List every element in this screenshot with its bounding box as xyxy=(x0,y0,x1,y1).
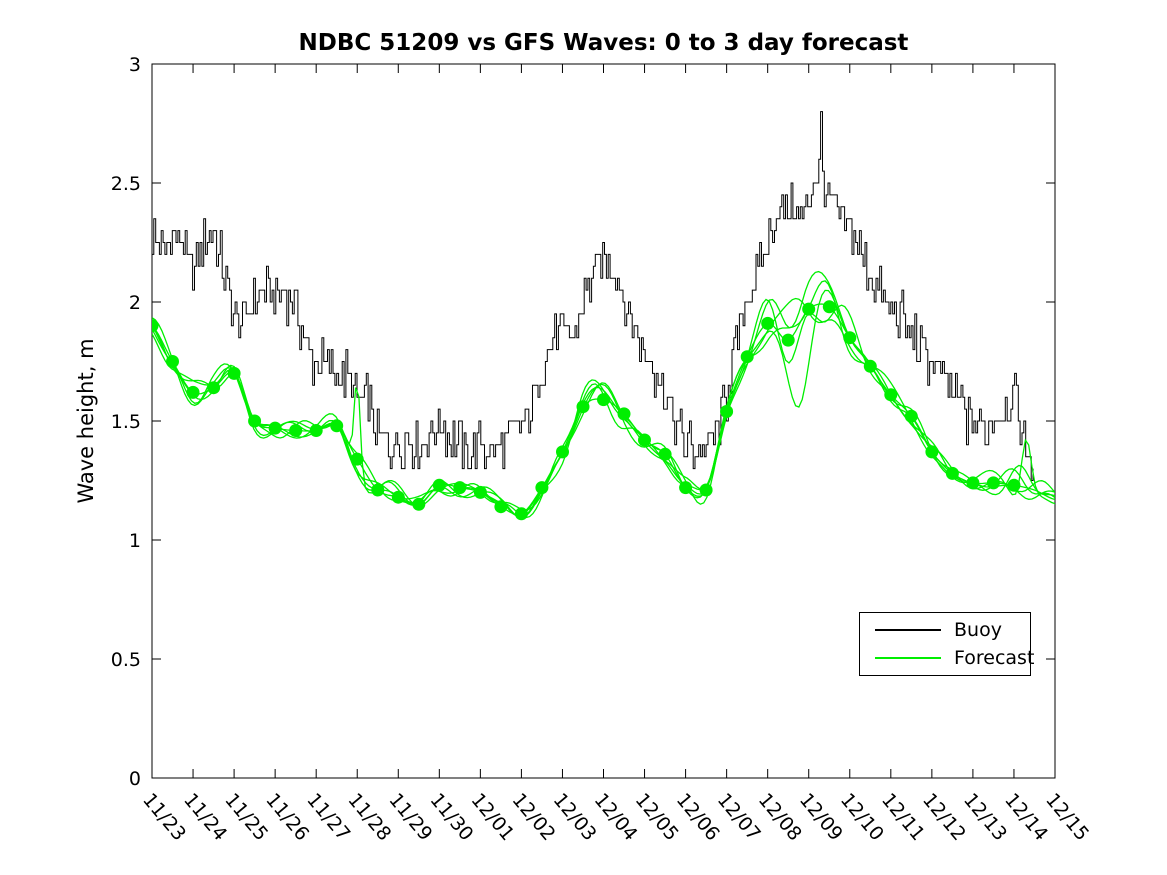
forecast-marker-dot xyxy=(843,331,857,345)
forecast-marker-dot xyxy=(904,409,918,423)
forecast-marker-dot xyxy=(966,476,980,490)
forecast-marker-dot xyxy=(289,424,303,437)
forecast-markers xyxy=(152,300,1021,521)
x-tick-label: 12/05 xyxy=(631,789,683,845)
forecast-member-line xyxy=(152,289,1055,519)
x-tick-label: 11/26 xyxy=(261,789,313,845)
x-tick-label: 12/09 xyxy=(795,789,847,845)
forecast-marker-dot xyxy=(514,507,528,521)
x-tick-label: 12/08 xyxy=(754,789,806,845)
forecast-marker-dot xyxy=(227,366,241,380)
forecast-marker-dot xyxy=(761,316,775,330)
legend-label-buoy: Buoy xyxy=(954,618,1002,641)
y-tick-label: 2 xyxy=(129,292,141,314)
x-tick-label: 12/01 xyxy=(467,789,519,845)
x-tick-label: 12/06 xyxy=(672,789,724,845)
y-axis-label: Wave height, m xyxy=(74,338,98,504)
forecast-marker-dot xyxy=(884,388,898,402)
forecast-marker-dot xyxy=(945,466,959,480)
x-axis-tick-labels: 11/2311/2411/2511/2611/2711/2811/2911/30… xyxy=(138,789,1093,845)
forecast-marker-dot xyxy=(207,381,221,395)
forecast-marker-dot xyxy=(432,478,446,492)
forecast-member-line xyxy=(152,280,1055,511)
forecast-marker-dot xyxy=(617,407,631,421)
forecast-marker-dot xyxy=(802,302,816,316)
x-tick-label: 11/24 xyxy=(179,789,231,845)
forecast-marker-dot xyxy=(391,490,405,504)
x-tick-label: 12/03 xyxy=(549,789,601,845)
forecast-marker-dot xyxy=(350,452,364,466)
forecast-marker-dot xyxy=(925,445,939,459)
buoy-line-sample xyxy=(875,629,941,631)
buoy-series-line xyxy=(152,111,1034,481)
forecast-line-sample xyxy=(875,657,941,659)
forecast-member-line xyxy=(152,298,1055,519)
forecast-marker-dot xyxy=(152,319,159,333)
forecast-marker-dot xyxy=(248,414,262,428)
x-tick-label: 11/30 xyxy=(425,789,477,845)
x-tick-label: 12/04 xyxy=(590,789,642,845)
forecast-marker-dot xyxy=(268,421,282,435)
x-tick-label: 11/29 xyxy=(384,789,436,845)
forecast-marker-dot xyxy=(863,359,877,373)
forecast-member-line xyxy=(152,297,1055,517)
x-tick-label: 12/13 xyxy=(959,789,1011,845)
forecast-marker-dot xyxy=(330,419,344,433)
x-tick-label: 12/14 xyxy=(1000,789,1052,845)
x-tick-label: 12/15 xyxy=(1041,789,1093,845)
forecast-marker-dot xyxy=(1007,478,1021,492)
y-tick-label: 1.5 xyxy=(111,411,141,433)
forecast-marker-dot xyxy=(699,483,713,497)
x-tick-label: 12/02 xyxy=(508,789,560,845)
x-tick-label: 12/07 xyxy=(713,789,765,845)
y-tick-label: 1 xyxy=(129,530,141,552)
forecast-marker-dot xyxy=(494,500,508,514)
x-tick-label: 11/25 xyxy=(220,789,272,845)
legend-entry-buoy: Buoy xyxy=(875,618,1030,641)
forecast-marker-dot xyxy=(679,481,693,495)
y-tick-label: 2.5 xyxy=(111,173,141,195)
x-tick-label: 12/10 xyxy=(836,789,888,845)
y-tick-label: 0 xyxy=(129,768,141,790)
forecast-marker-dot xyxy=(638,433,651,447)
forecast-marker-dot xyxy=(309,424,323,437)
x-tick-label: 11/28 xyxy=(343,789,395,845)
forecast-marker-dot xyxy=(740,350,754,364)
forecast-ensemble-lines xyxy=(152,270,1055,519)
forecast-marker-dot xyxy=(658,447,672,461)
forecast-marker-dot xyxy=(556,445,569,459)
forecast-marker-dot xyxy=(535,481,549,495)
x-tick-label: 12/12 xyxy=(918,789,970,845)
legend-box: Buoy Forecast xyxy=(859,612,1034,676)
forecast-marker-dot xyxy=(166,355,179,368)
legend-entry-forecast: Forecast xyxy=(875,648,1034,668)
y-axis-tick-labels: 0 0.5 1 1.5 2 2.5 3 xyxy=(111,54,141,790)
legend-label-forecast: Forecast xyxy=(954,646,1035,669)
y-tick-label: 0.5 xyxy=(111,649,141,671)
forecast-marker-dot xyxy=(576,400,590,414)
forecast-marker-dot xyxy=(371,483,385,497)
forecast-marker-dot xyxy=(986,476,1000,490)
forecast-marker-dot xyxy=(473,485,487,499)
forecast-marker-dot xyxy=(822,300,836,314)
forecast-marker-dot xyxy=(720,405,734,418)
x-tick-label: 11/27 xyxy=(302,789,354,845)
axes xyxy=(151,63,1056,779)
forecast-marker-dot xyxy=(453,481,467,495)
forecast-marker-dot xyxy=(412,497,426,511)
x-tick-label: 11/23 xyxy=(138,789,190,845)
forecast-marker-dot xyxy=(186,385,200,399)
forecast-marker-dot xyxy=(597,393,610,407)
forecast-marker-dot xyxy=(781,333,795,347)
forecast-member-line xyxy=(152,303,1055,516)
y-tick-label: 3 xyxy=(129,54,141,76)
chart-title: NDBC 51209 vs GFS Waves: 0 to 3 day fore… xyxy=(298,30,909,56)
x-tick-label: 12/11 xyxy=(877,789,929,845)
